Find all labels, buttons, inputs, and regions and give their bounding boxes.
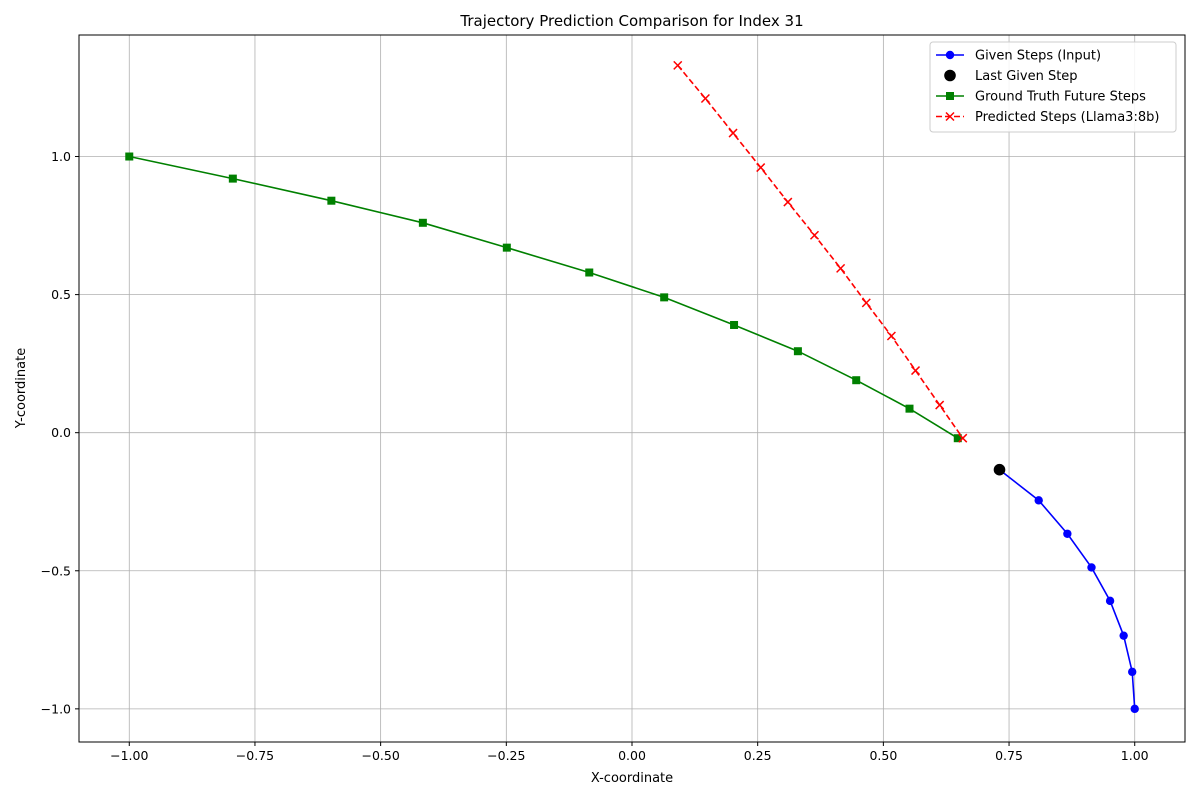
series-ground-truth-future-steps (125, 152, 962, 443)
ground-truth-future-steps-point (502, 243, 511, 252)
y-axis-label: Y-coordinate (14, 348, 29, 429)
legend-box (929, 41, 1177, 133)
x-tick-label: 0.75 (995, 748, 1023, 763)
legend-item-last-given-step: Last Given Step (944, 69, 1078, 84)
last-given-step-point (993, 463, 1006, 476)
x-tick-label: 0.25 (744, 748, 772, 763)
ground-truth-future-steps-point (953, 434, 962, 443)
given-steps-input-line (999, 469, 1136, 709)
ground-truth-future-steps-point (793, 347, 802, 356)
ground-truth-future-steps-point (730, 320, 739, 329)
legend-item-ground-truth-future-steps: Ground Truth Future Steps (936, 90, 1146, 105)
x-axis-label: X-coordinate (591, 771, 673, 786)
given-steps-input-point (1119, 631, 1128, 640)
series-layer (125, 60, 1139, 714)
given-steps-input-point (1105, 596, 1115, 606)
series-predicted-steps-llama3-8b (673, 60, 968, 443)
given-steps-input-point (1087, 563, 1096, 572)
x-tick-label: −0.25 (487, 748, 525, 763)
series-last-given-step (993, 463, 1006, 476)
legend-marker (944, 69, 956, 82)
legend-marker (946, 92, 954, 100)
x-tick-label: 0.50 (869, 748, 897, 763)
predicted-steps-llama3-8b-point (836, 263, 846, 273)
y-tick-label: 0.0 (51, 425, 71, 440)
predicted-steps-llama3-8b-point (911, 366, 921, 376)
axis-ticks: −1.00 −0.75 −0.50 −0.25 0.00 0.25 0.50 0.75 1.00… (41, 149, 1149, 763)
legend-label: Last Given Step (975, 69, 1078, 84)
given-steps-input-point (1063, 529, 1072, 538)
x-tick-label: −1.00 (110, 748, 148, 763)
ground-truth-future-steps-point (905, 404, 914, 413)
ground-truth-future-steps-line (129, 155, 959, 439)
y-tick-label: 1.0 (51, 149, 71, 164)
grid-lines (79, 35, 1185, 742)
ground-truth-future-steps-point (228, 174, 237, 183)
chart-title: Trajectory Prediction Comparison for Ind… (459, 12, 803, 30)
predicted-steps-llama3-8b-point (783, 197, 793, 207)
predicted-steps-llama3-8b-point (861, 298, 871, 308)
given-steps-input-point (1128, 667, 1137, 677)
ground-truth-future-steps-point (327, 196, 336, 205)
legend-item-given-steps-input: Given Steps (Input) (936, 49, 1101, 64)
ground-truth-future-steps-point (418, 218, 427, 227)
ground-truth-future-steps-point (125, 152, 134, 161)
predicted-steps-llama3-8b-line (677, 64, 964, 439)
x-tick-label: −0.50 (361, 748, 399, 763)
ground-truth-future-steps-point (852, 376, 861, 385)
x-tick-label: −0.75 (236, 748, 274, 763)
predicted-steps-llama3-8b-point (673, 60, 683, 70)
given-steps-input-point (1130, 704, 1139, 714)
legend-marker (945, 111, 955, 122)
x-tick-label: 1.00 (1121, 748, 1149, 763)
legend-label: Given Steps (Input) (975, 49, 1101, 64)
legend-marker (945, 50, 955, 60)
predicted-steps-llama3-8b-point (809, 230, 820, 240)
legend-label: Predicted Steps (Llama3:8b) (975, 110, 1159, 125)
ground-truth-future-steps-point (660, 293, 669, 302)
predicted-steps-llama3-8b-point (700, 93, 710, 104)
given-steps-input-point (1034, 496, 1043, 505)
y-tick-label: −0.5 (41, 563, 71, 578)
ground-truth-future-steps-point (585, 268, 594, 277)
legend-item-predicted-steps-llama3-8b: Predicted Steps (Llama3:8b) (936, 110, 1159, 125)
y-tick-label: −1.0 (41, 701, 71, 716)
x-tick-label: 0.00 (618, 748, 646, 763)
predicted-steps-llama3-8b-point (958, 433, 968, 443)
predicted-steps-llama3-8b-point (728, 128, 738, 138)
predicted-steps-llama3-8b-point (886, 331, 896, 341)
predicted-steps-llama3-8b-point (756, 163, 766, 173)
predicted-steps-llama3-8b-point (935, 400, 945, 410)
legend: Given Steps (Input) Last Given Step Ground… (929, 41, 1177, 133)
legend-label: Ground Truth Future Steps (975, 90, 1146, 105)
y-tick-label: 0.5 (51, 287, 71, 302)
